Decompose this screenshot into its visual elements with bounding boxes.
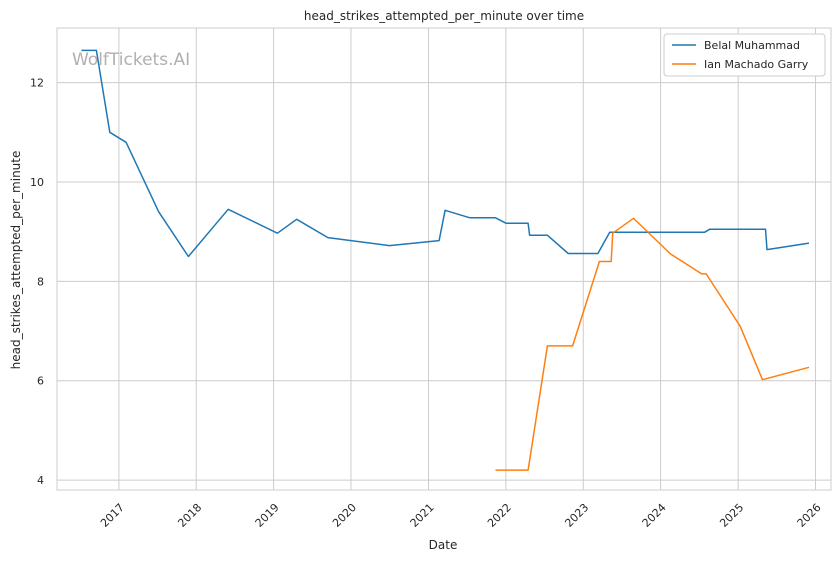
legend: Belal Muhammad Ian Machado Garry	[663, 33, 826, 77]
gridlines	[57, 28, 831, 490]
legend-label-ian-machado-garry: Ian Machado Garry	[704, 58, 809, 71]
x-axis-title: Date	[429, 538, 458, 552]
plot-frame	[56, 27, 832, 491]
y-axis-title: head_strikes_attempted_per_minute	[9, 151, 23, 370]
series-line-belal-muhammad	[81, 49, 810, 258]
legend-box	[663, 33, 826, 77]
series-lines	[81, 49, 810, 471]
y-tick-label: 8	[37, 275, 44, 288]
chart-title: head_strikes_attempted_per_minute over t…	[304, 9, 584, 23]
y-tick-labels: 4 6 8 10 12	[30, 77, 44, 487]
y-tick-label: 12	[30, 77, 44, 90]
y-tick-label: 6	[37, 375, 44, 388]
legend-label-belal-muhammad: Belal Muhammad	[704, 39, 800, 52]
y-tick-label: 10	[30, 176, 44, 189]
y-tick-label: 4	[37, 474, 44, 487]
watermark-text: WolfTickets.AI	[72, 50, 190, 70]
series-line-ian-machado-garry	[495, 217, 810, 471]
